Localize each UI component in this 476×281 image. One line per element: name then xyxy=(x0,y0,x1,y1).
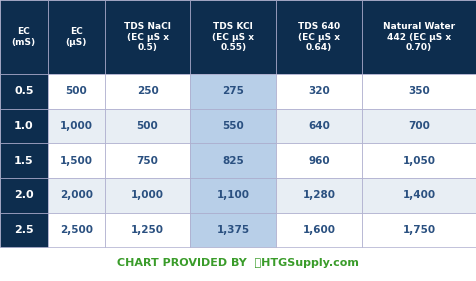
Bar xyxy=(276,178,362,213)
Text: 1,100: 1,100 xyxy=(217,190,250,200)
Text: 1.5: 1.5 xyxy=(14,156,34,166)
Bar xyxy=(362,178,476,213)
Bar xyxy=(105,74,190,109)
Text: 500: 500 xyxy=(137,121,159,131)
Text: 1,750: 1,750 xyxy=(402,225,436,235)
Bar xyxy=(48,0,105,74)
Text: 1.0: 1.0 xyxy=(14,121,34,131)
Bar xyxy=(48,74,105,109)
Text: TDS 640
(EC μS x
0.64): TDS 640 (EC μS x 0.64) xyxy=(298,22,340,52)
Text: EC
(mS): EC (mS) xyxy=(12,27,36,47)
Text: 1,600: 1,600 xyxy=(302,225,336,235)
Text: 750: 750 xyxy=(137,156,159,166)
Text: 2,500: 2,500 xyxy=(60,225,93,235)
Text: 1,000: 1,000 xyxy=(131,190,164,200)
Bar xyxy=(105,178,190,213)
Bar xyxy=(48,213,105,247)
Bar xyxy=(190,74,276,109)
Bar xyxy=(105,143,190,178)
Text: 1,500: 1,500 xyxy=(60,156,93,166)
Bar xyxy=(105,213,190,247)
Bar xyxy=(362,213,476,247)
Bar xyxy=(276,0,362,74)
Bar xyxy=(276,109,362,143)
Text: 640: 640 xyxy=(308,121,330,131)
Bar xyxy=(48,109,105,143)
Text: 825: 825 xyxy=(222,156,244,166)
Text: 250: 250 xyxy=(137,87,159,96)
Bar xyxy=(276,143,362,178)
Bar xyxy=(190,143,276,178)
Bar xyxy=(276,74,362,109)
Bar xyxy=(190,178,276,213)
Bar xyxy=(48,74,476,247)
Bar xyxy=(190,0,276,74)
Bar xyxy=(0,0,48,74)
Text: 350: 350 xyxy=(408,87,430,96)
Text: 1,400: 1,400 xyxy=(402,190,436,200)
Text: 0.5: 0.5 xyxy=(14,87,33,96)
Text: 1,000: 1,000 xyxy=(60,121,93,131)
Bar xyxy=(190,213,276,247)
Bar xyxy=(0,109,48,143)
Text: 550: 550 xyxy=(222,121,244,131)
Text: 320: 320 xyxy=(308,87,330,96)
Text: TDS KCl
(EC μS x
0.55): TDS KCl (EC μS x 0.55) xyxy=(212,22,254,52)
Bar xyxy=(48,178,105,213)
Text: 700: 700 xyxy=(408,121,430,131)
Text: 1,050: 1,050 xyxy=(402,156,436,166)
Bar xyxy=(105,0,190,74)
Text: CHART PROVIDED BY  ⓘHTGSupply.com: CHART PROVIDED BY ⓘHTGSupply.com xyxy=(117,259,359,268)
Text: 2.5: 2.5 xyxy=(14,225,34,235)
Bar xyxy=(362,143,476,178)
Text: 275: 275 xyxy=(222,87,244,96)
Text: 1,280: 1,280 xyxy=(302,190,336,200)
Bar xyxy=(362,109,476,143)
Text: 1,375: 1,375 xyxy=(217,225,250,235)
Bar xyxy=(0,143,48,178)
Text: EC
(μS): EC (μS) xyxy=(66,27,87,47)
Bar xyxy=(362,0,476,74)
Bar xyxy=(0,213,48,247)
Bar xyxy=(190,109,276,143)
Text: 500: 500 xyxy=(65,87,87,96)
Bar xyxy=(105,109,190,143)
Bar xyxy=(48,143,105,178)
Bar xyxy=(0,74,48,109)
Text: 2,000: 2,000 xyxy=(60,190,93,200)
Bar xyxy=(276,213,362,247)
Text: 1,250: 1,250 xyxy=(131,225,164,235)
Text: 2.0: 2.0 xyxy=(14,190,34,200)
Text: 960: 960 xyxy=(308,156,330,166)
Text: TDS NaCl
(EC μS x
0.5): TDS NaCl (EC μS x 0.5) xyxy=(124,22,171,52)
Text: Natural Water
442 (EC μS x
0.70): Natural Water 442 (EC μS x 0.70) xyxy=(383,22,455,52)
Bar xyxy=(362,74,476,109)
Bar xyxy=(0,178,48,213)
